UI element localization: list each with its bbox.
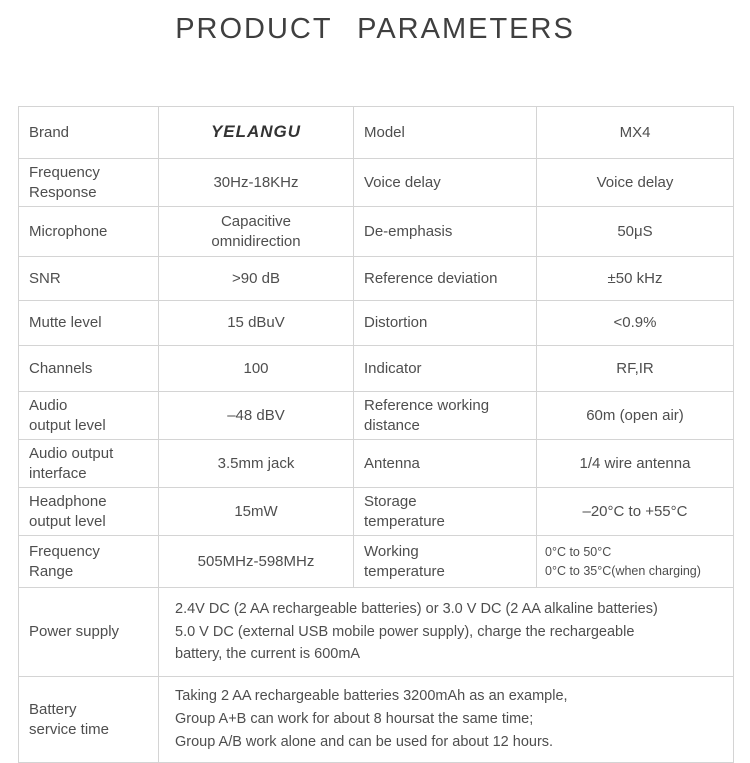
spec-value-audio-output-interface: 3.5mm jack	[158, 439, 354, 488]
table-row-mutte-level-distortion: Mutte level 15 dBuV Distortion <0.9%	[18, 300, 734, 346]
table-row-headphone-output-level-storage-temperature: Headphone output level 15mW Storage temp…	[18, 487, 734, 536]
spec-label-frequency-range: Frequency Range	[18, 535, 159, 588]
spec-value-model: MX4	[536, 106, 734, 159]
table-row-frequency-response-voice-delay: Frequency Response 30Hz-18KHz Voice dela…	[18, 158, 734, 207]
page-title: PRODUCT PARAMETERS	[175, 13, 575, 45]
spec-label-channels: Channels	[18, 345, 159, 392]
spec-value-reference-deviation: ±50 kHz	[536, 256, 734, 301]
spec-label-distortion: Distortion	[353, 300, 537, 346]
spec-label-reference-deviation: Reference deviation	[353, 256, 537, 301]
spec-value-mutte-level: 15 dBuV	[158, 300, 354, 346]
spec-label-model: Model	[353, 106, 537, 159]
spec-value-microphone: Capacitive omnidirection	[158, 206, 354, 257]
spec-label-working-temperature: Working temperature	[353, 535, 537, 588]
spec-value-audio-output-level: –48 dBV	[158, 391, 354, 440]
spec-value-headphone-output-level: 15mW	[158, 487, 354, 536]
spec-label-indicator: Indicator	[353, 345, 537, 392]
spec-label-audio-output-interface: Audio output interface	[18, 439, 159, 488]
spec-label-headphone-output-level: Headphone output level	[18, 487, 159, 536]
spec-value-working-temperature: 0°C to 50°C 0°C to 35°C(when charging)	[536, 535, 734, 588]
spec-label-storage-temperature: Storage temperature	[353, 487, 537, 536]
table-row-channels-indicator: Channels 100 Indicator RF,IR	[18, 345, 734, 392]
product-parameters-table: Brand YELANGU Model MX4 Frequency Respon…	[18, 106, 734, 763]
spec-label-brand: Brand	[18, 106, 159, 159]
brand-logo-text: YELANGU	[158, 106, 354, 159]
spec-label-power-supply: Power supply	[18, 587, 159, 677]
spec-value-indicator: RF,IR	[536, 345, 734, 392]
table-row-microphone-de-emphasis: Microphone Capacitive omnidirection De-e…	[18, 206, 734, 257]
spec-label-mutte-level: Mutte level	[18, 300, 159, 346]
table-row-audio-output-interface-antenna: Audio output interface 3.5mm jack Antenn…	[18, 439, 734, 488]
spec-label-de-emphasis: De-emphasis	[353, 206, 537, 257]
spec-label-microphone: Microphone	[18, 206, 159, 257]
spec-value-snr: >90 dB	[158, 256, 354, 301]
table-row-frequency-range-working-temperature: Frequency Range 505MHz-598MHz Working te…	[18, 535, 734, 588]
spec-label-antenna: Antenna	[353, 439, 537, 488]
table-row-power-supply: Power supply 2.4V DC (2 AA rechargeable …	[18, 587, 734, 677]
spec-value-frequency-range: 505MHz-598MHz	[158, 535, 354, 588]
spec-value-voice-delay: Voice delay	[536, 158, 734, 207]
spec-label-voice-delay: Voice delay	[353, 158, 537, 207]
spec-label-reference-working-distance: Reference working distance	[353, 391, 537, 440]
spec-value-de-emphasis: 50μS	[536, 206, 734, 257]
table-row-battery-service-time: Battery service time Taking 2 AA recharg…	[18, 676, 734, 763]
spec-label-snr: SNR	[18, 256, 159, 301]
spec-value-frequency-response: 30Hz-18KHz	[158, 158, 354, 207]
spec-label-audio-output-level: Audio output level	[18, 391, 159, 440]
table-row-audio-output-level-working-distance: Audio output level –48 dBV Reference wor…	[18, 391, 734, 440]
spec-label-battery-service-time: Battery service time	[18, 676, 159, 763]
spec-value-antenna: 1/4 wire antenna	[536, 439, 734, 488]
spec-value-channels: 100	[158, 345, 354, 392]
spec-value-battery-service-time: Taking 2 AA rechargeable batteries 3200m…	[158, 676, 734, 763]
spec-label-frequency-response: Frequency Response	[18, 158, 159, 207]
spec-value-storage-temperature: –20°C to +55°C	[536, 487, 734, 536]
spec-value-distortion: <0.9%	[536, 300, 734, 346]
spec-value-reference-working-distance: 60m (open air)	[536, 391, 734, 440]
table-row-snr-reference-deviation: SNR >90 dB Reference deviation ±50 kHz	[18, 256, 734, 301]
table-row-brand-model: Brand YELANGU Model MX4	[18, 106, 734, 159]
spec-value-power-supply: 2.4V DC (2 AA rechargeable batteries) or…	[158, 587, 734, 677]
